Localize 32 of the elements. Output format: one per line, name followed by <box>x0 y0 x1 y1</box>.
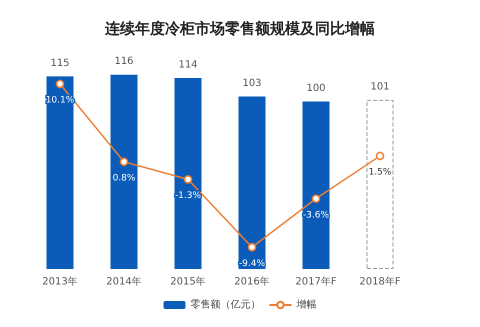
x-tick-label: 2013年 <box>42 276 78 288</box>
data-label: 0.8% <box>112 174 136 184</box>
x-tick-label: 2016年 <box>234 276 270 288</box>
data-label: -1.3% <box>174 191 202 202</box>
data-label: 103 <box>242 78 262 89</box>
point <box>56 80 64 88</box>
x-tick-label: 2018年F <box>359 276 401 288</box>
data-label: 115 <box>50 58 70 69</box>
bar <box>238 96 266 269</box>
chart-title: 连续年度冷柜市场零售额规模及同比增幅 <box>104 20 375 38</box>
data-label: 114 <box>178 60 198 71</box>
bar <box>110 74 138 269</box>
bar <box>174 78 202 269</box>
data-label: 100 <box>306 83 326 94</box>
point <box>376 152 384 160</box>
x-tick-label: 2015年 <box>170 276 206 288</box>
bar <box>46 76 74 269</box>
data-label: 1.5% <box>368 168 392 178</box>
bar <box>302 102 330 269</box>
point <box>120 158 128 166</box>
legend-label: 增幅 <box>296 298 316 310</box>
x-tick-label: 2017年F <box>295 276 337 288</box>
data-label: -3.6% <box>302 210 330 220</box>
x-tick-label: 2014年 <box>106 276 142 288</box>
legend-label: 零售额（亿元） <box>190 298 260 310</box>
bar <box>366 100 394 269</box>
data-label: 116 <box>114 56 134 68</box>
point <box>312 194 320 203</box>
data-label: -9.4% <box>238 258 266 269</box>
point <box>248 242 256 252</box>
data-label: 101 <box>370 81 390 92</box>
point <box>184 175 192 184</box>
